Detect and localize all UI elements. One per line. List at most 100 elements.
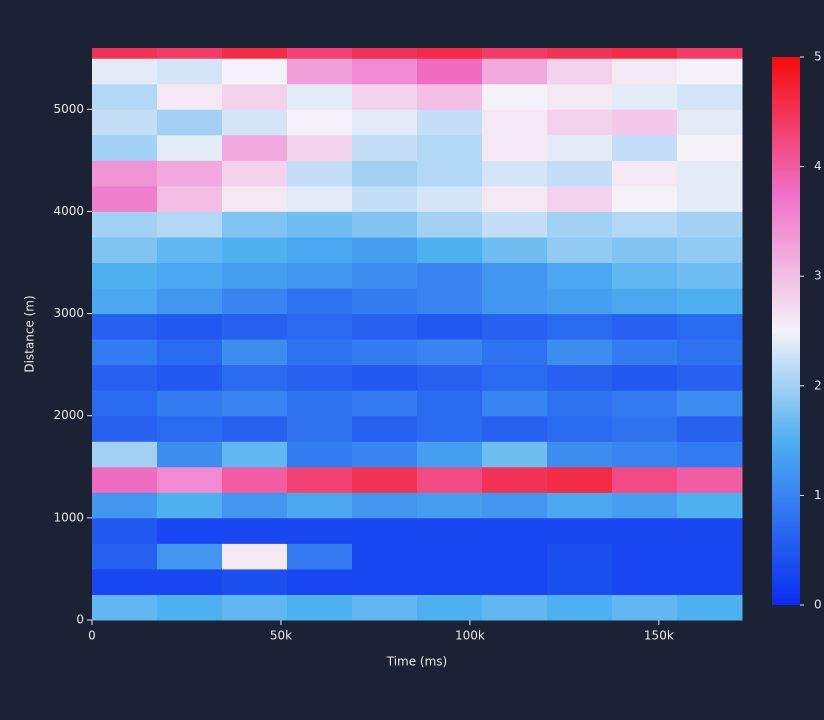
heatmap-cell bbox=[547, 441, 613, 467]
heatmap-cell bbox=[287, 263, 353, 289]
heatmap-cell bbox=[482, 237, 548, 263]
heatmap-cell bbox=[547, 135, 613, 161]
heatmap-cell bbox=[677, 416, 743, 442]
heatmap-cell bbox=[287, 492, 353, 518]
heatmap-cell bbox=[352, 518, 418, 544]
heatmap-cell bbox=[287, 441, 353, 467]
heatmap-cell bbox=[547, 569, 613, 595]
heatmap-cell bbox=[222, 109, 288, 135]
heatmap-cell bbox=[417, 416, 483, 442]
heatmap-cell bbox=[547, 48, 613, 59]
heatmap-cell bbox=[287, 314, 353, 340]
heatmap-cell bbox=[612, 569, 678, 595]
heatmap-cell bbox=[157, 569, 223, 595]
y-tick-label: 0 bbox=[76, 613, 84, 627]
heatmap-cell bbox=[482, 339, 548, 365]
heatmap-cell bbox=[157, 48, 223, 59]
heatmap-cell bbox=[612, 416, 678, 442]
heatmap-cell bbox=[417, 109, 483, 135]
heatmap-cell bbox=[482, 263, 548, 289]
heatmap-cell bbox=[547, 365, 613, 391]
heatmap-cell bbox=[287, 543, 353, 569]
heatmap-cell bbox=[482, 441, 548, 467]
heatmap-cell bbox=[677, 543, 743, 569]
heatmap-cell bbox=[222, 314, 288, 340]
heatmap-cell bbox=[612, 211, 678, 237]
heatmap-cell bbox=[287, 569, 353, 595]
heatmap-cell bbox=[352, 365, 418, 391]
heatmap-cell bbox=[417, 594, 483, 620]
heatmap-cell bbox=[222, 211, 288, 237]
heatmap-cell bbox=[287, 186, 353, 212]
heatmap-cell bbox=[92, 48, 158, 59]
heatmap-cell bbox=[417, 365, 483, 391]
heatmap-cell bbox=[612, 543, 678, 569]
x-tick-label: 50k bbox=[270, 629, 292, 643]
heatmap-cell bbox=[352, 48, 418, 59]
y-axis-title: Distance (m) bbox=[23, 295, 37, 372]
heatmap-cell bbox=[417, 263, 483, 289]
heatmap-cell bbox=[352, 594, 418, 620]
heatmap-cell bbox=[157, 288, 223, 314]
colorbar-tick-label: 4 bbox=[814, 159, 822, 173]
heatmap-cell bbox=[612, 492, 678, 518]
heatmap-cell bbox=[352, 569, 418, 595]
heatmap-cell bbox=[482, 84, 548, 110]
colorbar-tick-label: 0 bbox=[814, 598, 822, 612]
x-tick-label: 100k bbox=[455, 629, 485, 643]
heatmap-cell bbox=[482, 58, 548, 84]
heatmap-cell bbox=[612, 518, 678, 544]
heatmap-cell bbox=[677, 109, 743, 135]
heatmap-cell bbox=[92, 160, 158, 186]
heatmap-cell bbox=[352, 339, 418, 365]
heatmap-cell bbox=[612, 58, 678, 84]
heatmap-cell bbox=[417, 390, 483, 416]
heatmap-cell bbox=[612, 441, 678, 467]
heatmap-cell bbox=[352, 543, 418, 569]
heatmap-cell bbox=[482, 492, 548, 518]
heatmap-cell bbox=[612, 314, 678, 340]
heatmap-cell bbox=[287, 467, 353, 493]
heatmap-cell bbox=[92, 109, 158, 135]
x-axis-title: Time (ms) bbox=[386, 655, 448, 669]
heatmap-cell bbox=[677, 58, 743, 84]
heatmap-cell bbox=[547, 314, 613, 340]
colorbar-tick-label: 3 bbox=[814, 269, 822, 283]
heatmap-cell bbox=[92, 288, 158, 314]
heatmap-cell bbox=[92, 58, 158, 84]
heatmap-cell bbox=[482, 109, 548, 135]
heatmap-cell bbox=[352, 390, 418, 416]
heatmap-cell bbox=[612, 160, 678, 186]
y-tick-label: 4000 bbox=[53, 204, 84, 218]
heatmap-cell bbox=[157, 441, 223, 467]
heatmap-cell bbox=[352, 84, 418, 110]
heatmap-cell bbox=[287, 48, 353, 59]
heatmap-cell bbox=[417, 339, 483, 365]
heatmap-cell bbox=[157, 543, 223, 569]
heatmap-cell bbox=[547, 84, 613, 110]
heatmap-cell bbox=[157, 160, 223, 186]
heatmap-cell bbox=[352, 186, 418, 212]
x-tick-label: 0 bbox=[88, 629, 96, 643]
heatmap-cell bbox=[222, 365, 288, 391]
heatmap-cell bbox=[222, 58, 288, 84]
heatmap-cell bbox=[222, 288, 288, 314]
heatmap-cell bbox=[222, 543, 288, 569]
heatmap-cell bbox=[677, 467, 743, 493]
heatmap-cell bbox=[287, 594, 353, 620]
heatmap-cell bbox=[157, 594, 223, 620]
heatmap-cell bbox=[417, 518, 483, 544]
heatmap-cell bbox=[547, 109, 613, 135]
heatmap-cell bbox=[482, 186, 548, 212]
heatmap-cell bbox=[157, 58, 223, 84]
heatmap-cell bbox=[482, 211, 548, 237]
heatmap-cell bbox=[287, 58, 353, 84]
colorbar-tick-label: 1 bbox=[814, 488, 822, 502]
heatmap-cell bbox=[612, 84, 678, 110]
heatmap-cell bbox=[547, 416, 613, 442]
heatmap-cell bbox=[677, 314, 743, 340]
heatmap-cell bbox=[417, 288, 483, 314]
heatmap-cell bbox=[352, 314, 418, 340]
heatmap-cell bbox=[612, 263, 678, 289]
